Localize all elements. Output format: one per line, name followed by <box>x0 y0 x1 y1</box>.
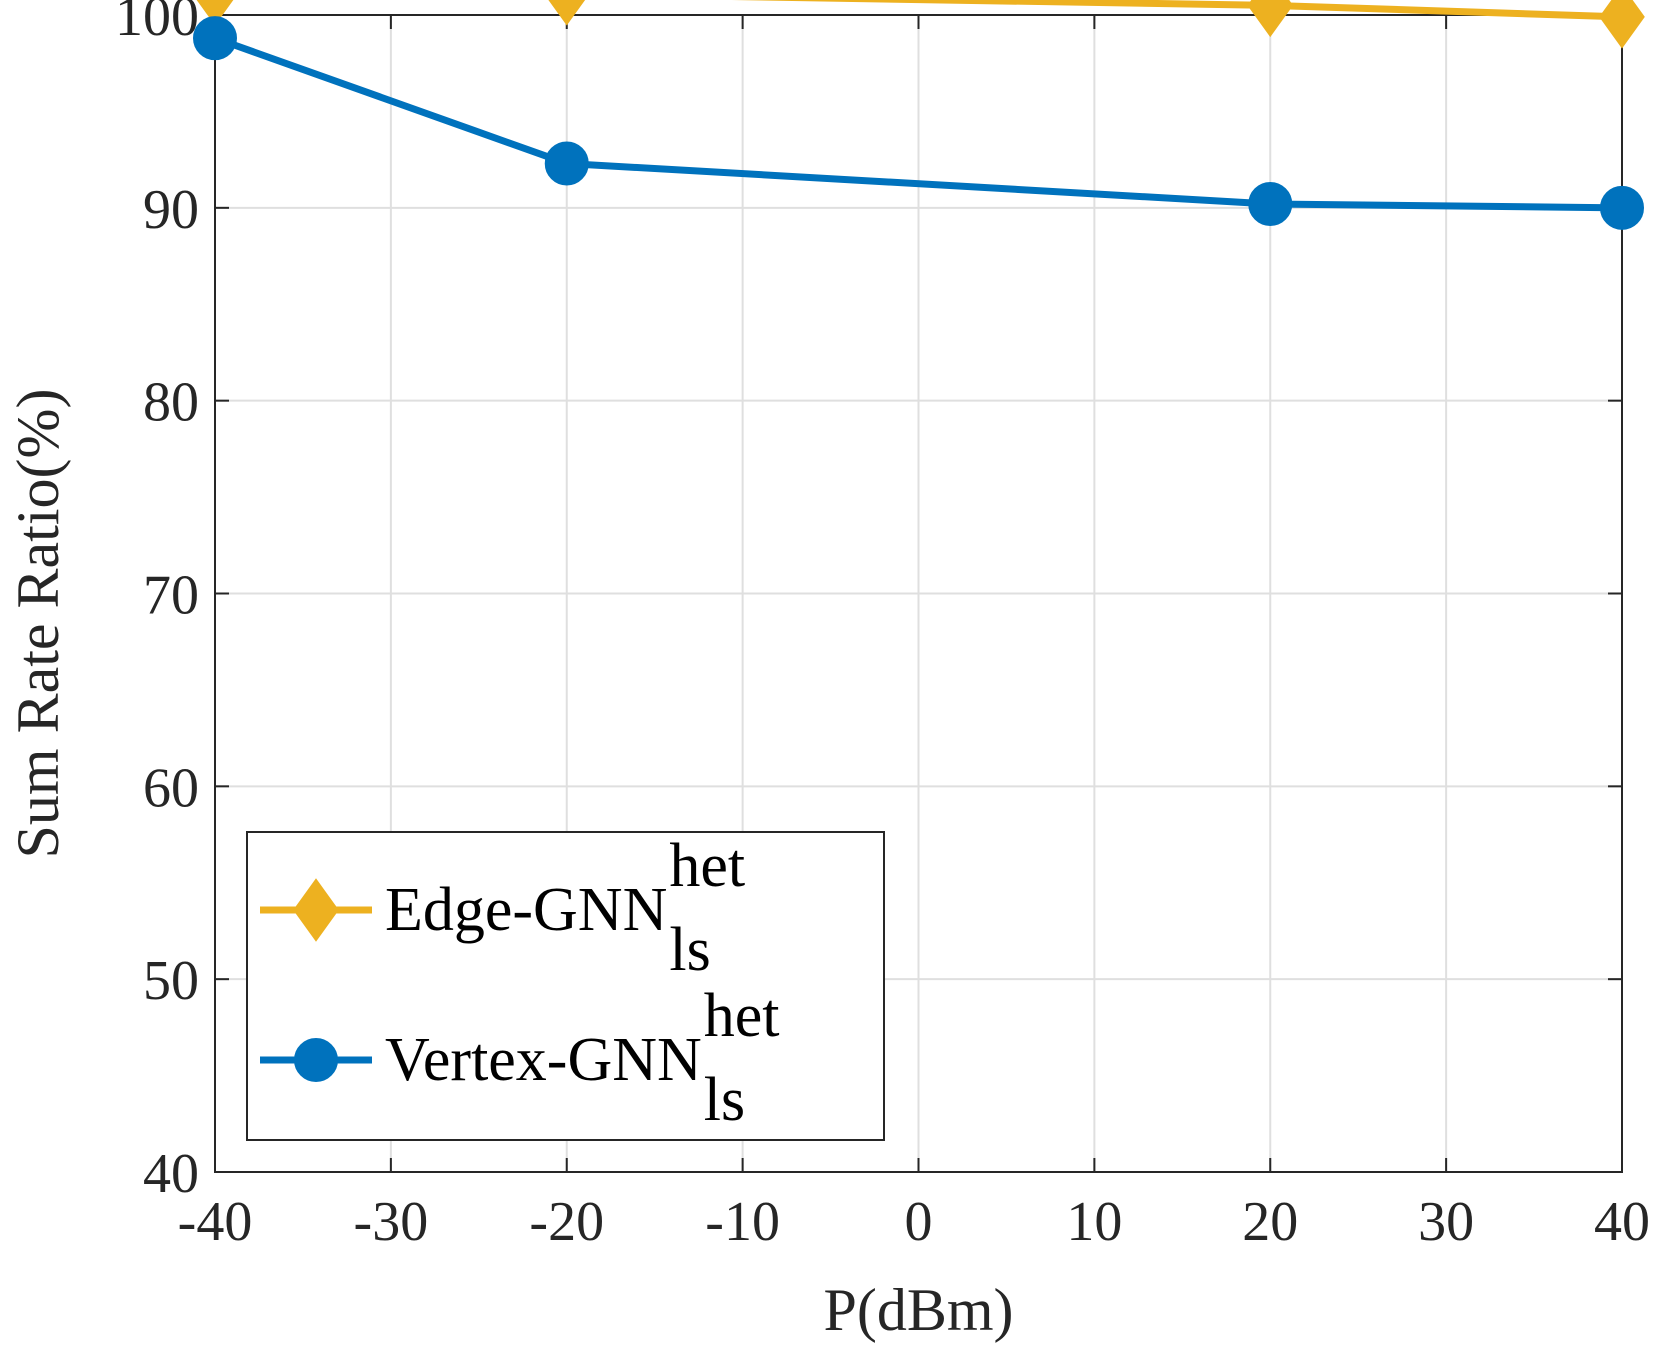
x-tick-label: 20 <box>1242 1191 1298 1253</box>
diamond-marker <box>293 878 339 942</box>
y-axis-label: Sum Rate Ratio(%) <box>5 389 71 859</box>
y-tick-label: 90 <box>143 179 199 241</box>
series-layer <box>193 0 1645 230</box>
x-tick-label: 30 <box>1418 1191 1474 1253</box>
y-tick-label: 100 <box>115 0 199 48</box>
series-edge-gnn <box>196 0 1645 49</box>
y-tick-label: 50 <box>143 950 199 1012</box>
legend-label-superscript: het <box>704 982 780 1050</box>
y-tick-label: 80 <box>143 372 199 434</box>
legend-label-subscript: ls <box>669 916 710 984</box>
circle-marker <box>544 141 589 186</box>
x-tick-label: 10 <box>1066 1191 1122 1253</box>
x-tick-label: -10 <box>705 1191 780 1253</box>
legend-label-superscript: het <box>669 832 745 900</box>
diamond-marker <box>1247 0 1294 38</box>
tick-labels: -40 -30 -20 -10 0 10 20 30 40 40 50 60 70 80 90 100 <box>115 0 1650 1253</box>
legend-label: Edge-GNN <box>385 876 667 944</box>
series-vertex-gnn <box>193 16 1644 230</box>
x-tick-label: 40 <box>1594 1191 1650 1253</box>
legend-label: Vertex-GNN <box>385 1026 702 1094</box>
x-tick-label: -30 <box>354 1191 429 1253</box>
legend-box <box>246 831 885 1141</box>
legend-label-subscript: ls <box>704 1066 745 1134</box>
circle-marker <box>193 16 237 61</box>
diamond-marker <box>548 0 586 26</box>
series-line <box>213 34 1623 212</box>
circle-marker <box>1248 181 1293 226</box>
x-tick-label: 0 <box>905 1191 933 1253</box>
y-tick-label: 40 <box>143 1143 199 1205</box>
y-tick-label: 70 <box>143 565 199 627</box>
circle-marker <box>294 1038 338 1082</box>
series-line <box>731 0 1623 21</box>
x-tick-label: -40 <box>178 1191 253 1253</box>
x-axis-label: P(dBm) <box>823 1277 1013 1343</box>
x-tick-label: -20 <box>529 1191 604 1253</box>
circle-marker <box>1600 185 1644 230</box>
y-tick-label: 60 <box>143 757 199 819</box>
diamond-marker <box>1599 0 1645 49</box>
